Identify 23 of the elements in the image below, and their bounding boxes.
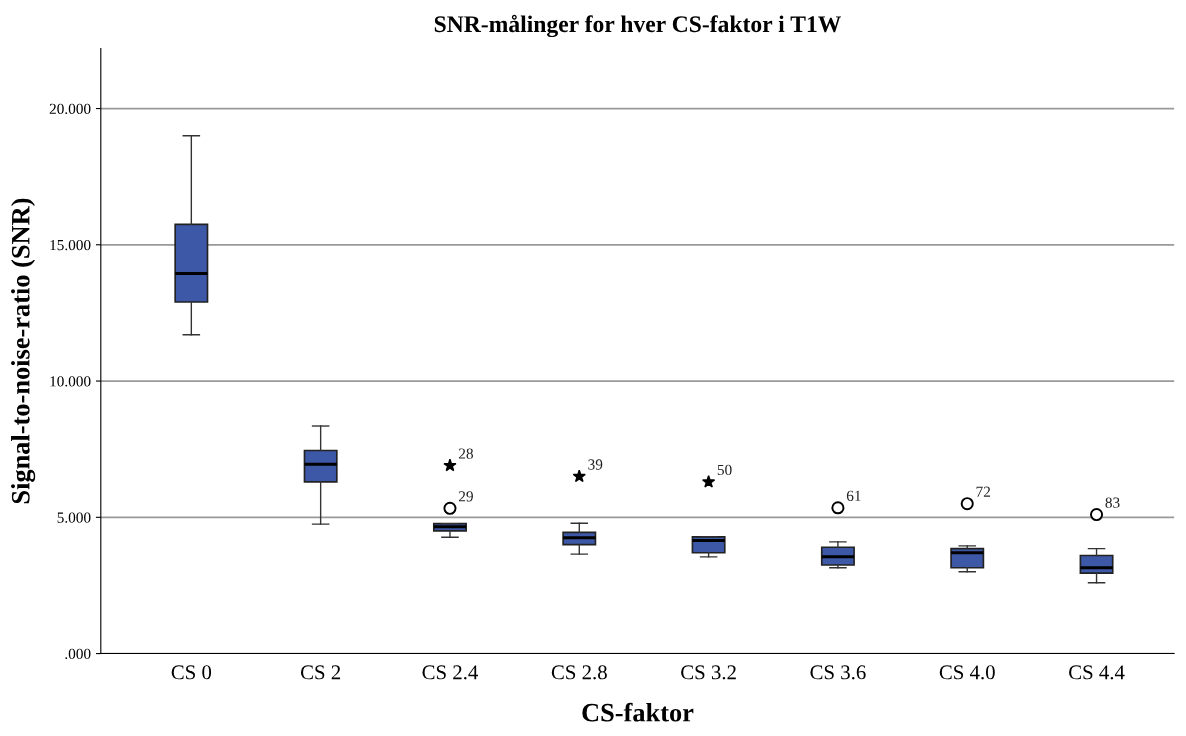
x-tick-label: CS 2.4	[422, 665, 479, 680]
x-tick-label: CS 4.0	[939, 665, 995, 680]
annotation: 29	[458, 491, 473, 502]
x-axis-title: CS-faktor	[582, 702, 694, 722]
annotation: 50	[717, 464, 732, 476]
y-tick-label: 5.000	[57, 512, 91, 523]
y-tick-label: 15.000	[50, 239, 91, 251]
x-tick-label: CS 2.8	[551, 665, 607, 680]
x-tick-label: CS 3.2	[681, 665, 736, 680]
x-tick-label: CS 3.6	[810, 665, 866, 680]
annotation: 83	[1105, 497, 1120, 508]
y-tick-label: .000	[65, 648, 91, 660]
annotation: 72	[976, 486, 990, 497]
x-tick-label: CS 0	[171, 665, 212, 680]
annotation: 28	[458, 448, 473, 459]
y-axis-title: Signal-to-noise-ratio (SNR)	[11, 198, 36, 504]
annotation: 39	[588, 459, 603, 470]
x-tick-label: CS 2	[300, 665, 341, 680]
x-tick-label: CS 4.4	[1069, 665, 1125, 680]
annotation: 61	[846, 490, 861, 501]
y-tick-label: 20.000	[49, 103, 91, 115]
y-tick-label: 10.000	[50, 376, 91, 387]
chart-title: SNR-målinger for hver CS-faktor i T1W	[434, 14, 842, 38]
